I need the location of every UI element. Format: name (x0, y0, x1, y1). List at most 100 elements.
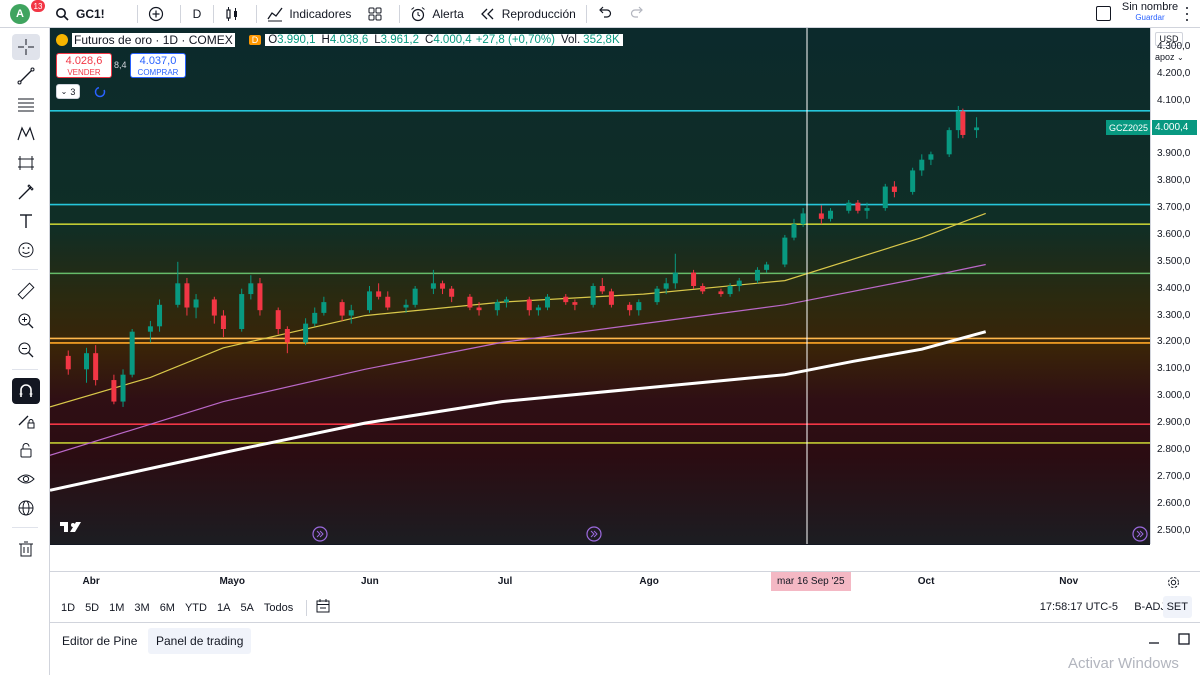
candle[interactable] (193, 294, 199, 319)
candle[interactable] (654, 286, 660, 305)
scroll-right-icon[interactable] (1132, 526, 1148, 542)
moving-average-0[interactable] (50, 330, 987, 492)
range-button[interactable]: 1D (61, 601, 76, 614)
moving-average-2[interactable] (50, 263, 986, 456)
pane-separator[interactable] (50, 544, 1150, 571)
candle[interactable] (284, 326, 290, 354)
candle[interactable] (727, 283, 733, 297)
candle[interactable] (412, 286, 418, 308)
candle[interactable] (503, 296, 509, 308)
candle[interactable] (846, 200, 852, 214)
candle[interactable] (636, 299, 642, 316)
candle[interactable] (321, 296, 327, 316)
candle[interactable] (718, 288, 724, 297)
layout-checkbox[interactable] (1096, 6, 1111, 21)
tab-trading-panel[interactable]: Panel de trading (148, 628, 252, 654)
candle[interactable] (891, 181, 897, 198)
candle[interactable] (84, 347, 90, 383)
candle[interactable] (476, 302, 482, 316)
candle[interactable] (627, 302, 633, 316)
candle[interactable] (919, 154, 925, 176)
brush-tool[interactable] (12, 179, 40, 205)
candle[interactable] (211, 296, 217, 324)
candle[interactable] (494, 299, 500, 316)
candle[interactable] (175, 261, 181, 308)
range-button[interactable]: 6M (159, 601, 175, 614)
candle[interactable] (157, 299, 163, 332)
range-button[interactable]: 5A (240, 601, 254, 614)
go-to-date-button[interactable] (315, 598, 331, 617)
buy-button[interactable]: 4.037,0 COMPRAR (130, 53, 186, 78)
candle[interactable] (572, 299, 578, 311)
candle[interactable] (590, 283, 596, 308)
measure-tool[interactable] (12, 278, 40, 304)
candle[interactable] (403, 299, 409, 313)
candle[interactable] (312, 307, 318, 327)
candle[interactable] (120, 369, 126, 407)
save-layout-button[interactable]: Sin nombre Guardar (1121, 1, 1179, 23)
range-button[interactable]: YTD (184, 601, 207, 614)
candle[interactable] (818, 205, 824, 225)
candle[interactable] (348, 304, 354, 324)
remove-drawings-tool[interactable] (12, 536, 40, 562)
candle[interactable] (535, 304, 541, 316)
tab-pine-editor[interactable]: Editor de Pine (62, 634, 138, 648)
candle[interactable] (782, 234, 788, 268)
candle[interactable] (608, 288, 614, 308)
time-scale[interactable]: AbrMayoJunJulAgoSepOctNov mar 16 Sep '25 (50, 571, 1200, 593)
candle[interactable] (339, 299, 345, 321)
candle[interactable] (672, 253, 678, 289)
compare-symbol-button[interactable] (140, 0, 178, 28)
candle[interactable] (367, 286, 373, 313)
candle[interactable] (960, 108, 966, 139)
layouts-button[interactable] (359, 0, 397, 28)
candle[interactable] (248, 275, 254, 300)
candle[interactable] (928, 151, 934, 166)
pattern-tool[interactable] (12, 121, 40, 147)
scale-mode-button[interactable]: apoz ⌄ (1155, 52, 1184, 62)
crosshair-tool[interactable] (12, 34, 40, 60)
time-scale-settings-icon[interactable] (1167, 576, 1180, 592)
range-button[interactable]: Todos (263, 601, 294, 614)
candle[interactable] (864, 202, 870, 219)
chart-type-button[interactable] (216, 0, 254, 28)
undo-button[interactable] (589, 0, 621, 28)
candle[interactable] (440, 280, 446, 295)
fib-tool[interactable] (12, 92, 40, 118)
candle[interactable] (449, 286, 455, 303)
sell-button[interactable]: 4.028,6 VENDER (56, 53, 112, 78)
candle[interactable] (700, 283, 706, 295)
replay-button[interactable]: Reproducción (472, 0, 584, 28)
candle[interactable] (526, 296, 532, 316)
candle[interactable] (430, 269, 436, 295)
candle[interactable] (764, 261, 770, 273)
candle[interactable] (791, 218, 797, 241)
candle[interactable] (93, 345, 99, 386)
text-tool[interactable] (12, 208, 40, 234)
alert-button[interactable]: Alerta (402, 0, 471, 28)
chart-pane[interactable] (50, 28, 1150, 544)
range-button[interactable]: 5D (85, 601, 100, 614)
object-tree-tool[interactable] (12, 495, 40, 521)
legend-title[interactable]: Futuros de oro · 1D · COMEX (72, 33, 235, 47)
lock-drawings-tool[interactable] (12, 437, 40, 463)
maximize-panel-icon[interactable] (1178, 633, 1190, 645)
candle[interactable] (955, 105, 961, 139)
clock-timezone[interactable]: 17:58:17 UTC-5 (1039, 601, 1118, 613)
candle[interactable] (385, 291, 391, 311)
candle[interactable] (855, 200, 861, 214)
candle[interactable] (147, 320, 153, 343)
range-button[interactable]: 1M (109, 601, 125, 614)
candle[interactable] (129, 329, 135, 378)
indicators-button[interactable]: Indicadores (259, 0, 359, 28)
range-button[interactable]: 3M (134, 601, 150, 614)
candle[interactable] (800, 208, 806, 227)
candle[interactable] (882, 183, 888, 211)
candle[interactable] (184, 277, 190, 316)
session-button[interactable]: SET (1162, 596, 1192, 618)
symbol-search-button[interactable]: GC1! (46, 0, 113, 28)
candle[interactable] (910, 167, 916, 195)
zoom-in-tool[interactable] (12, 308, 40, 334)
candle[interactable] (275, 307, 281, 335)
candle[interactable] (946, 127, 952, 157)
